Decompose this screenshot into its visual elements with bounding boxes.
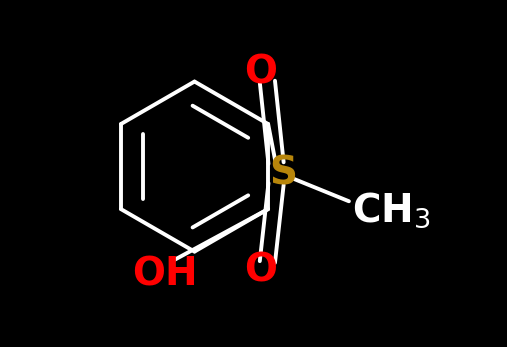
Text: CH$_3$: CH$_3$ <box>352 190 431 230</box>
Text: OH: OH <box>132 255 198 293</box>
Text: S: S <box>269 154 297 193</box>
Text: O: O <box>244 252 277 290</box>
Text: O: O <box>244 54 277 92</box>
